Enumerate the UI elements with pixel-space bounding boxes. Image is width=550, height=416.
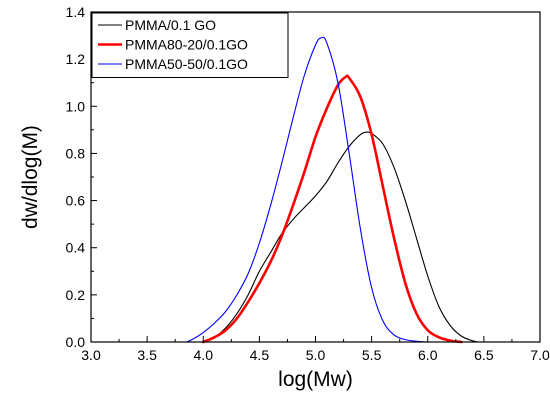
x-axis-title: log(Mw) — [278, 368, 353, 391]
plot-content — [185, 36, 479, 344]
y-axis-ticks: 0.0 0.2 0.4 0.6 0.8 1.0 1.2 1.4 — [66, 4, 97, 350]
y-tick-label: 0.0 — [66, 334, 86, 350]
legend-label: PMMA80-20/0.1GO — [125, 37, 248, 53]
legend-label: PMMA50-50/0.1GO — [125, 56, 248, 72]
y-tick-label: 0.8 — [66, 145, 86, 161]
y-tick-label: 1.4 — [66, 4, 86, 20]
y-tick-label: 1.2 — [66, 51, 86, 67]
x-tick-label: 5.5 — [362, 347, 382, 363]
x-tick-label: 3.5 — [137, 347, 157, 363]
series-line-pmma50-50-0-1go — [185, 36, 429, 343]
x-axis-ticks: 3.0 3.5 4.0 4.5 5.0 5.5 6.0 6.5 7.0 — [81, 336, 550, 363]
y-axis-title: dw/dlog(M) — [19, 125, 42, 229]
x-tick-label: 4.5 — [250, 347, 270, 363]
x-tick-label: 6.5 — [474, 347, 494, 363]
x-tick-label: 6.0 — [418, 347, 438, 363]
y-tick-label: 1.0 — [66, 98, 86, 114]
series-line-pmma-0-1-go — [202, 131, 479, 343]
y-tick-label: 0.2 — [66, 287, 86, 303]
y-tick-label: 0.6 — [66, 193, 86, 209]
x-tick-label: 7.0 — [530, 347, 550, 363]
legend: PMMA/0.1 GO PMMA80-20/0.1GO PMMA50-50/0.1G… — [91, 12, 289, 78]
x-tick-label: 3.0 — [81, 347, 101, 363]
series-line-pmma80-20-0-1go — [201, 74, 463, 344]
y-tick-label: 0.4 — [66, 240, 86, 256]
legend-box — [91, 12, 289, 78]
x-tick-label: 4.0 — [194, 347, 214, 363]
x-tick-label: 5.0 — [306, 347, 326, 363]
legend-label: PMMA/0.1 GO — [125, 17, 216, 33]
